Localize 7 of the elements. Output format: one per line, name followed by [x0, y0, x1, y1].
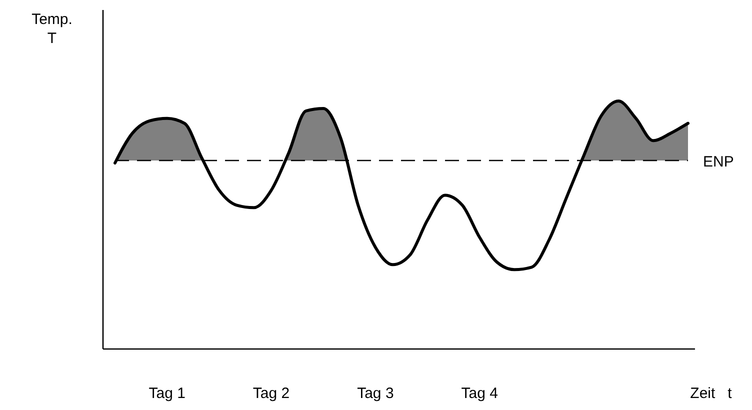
x-tick-label: Tag 4: [461, 385, 498, 402]
x-axis-title: Zeit t: [690, 385, 733, 402]
x-tick-label: Tag 1: [148, 385, 186, 402]
x-tick-label: Tag 3: [357, 385, 394, 402]
x-tick-label: Tag 2: [252, 385, 290, 402]
ref-line-label: ENP: [703, 154, 734, 171]
y-axis-title: Temp. T: [32, 11, 72, 47]
